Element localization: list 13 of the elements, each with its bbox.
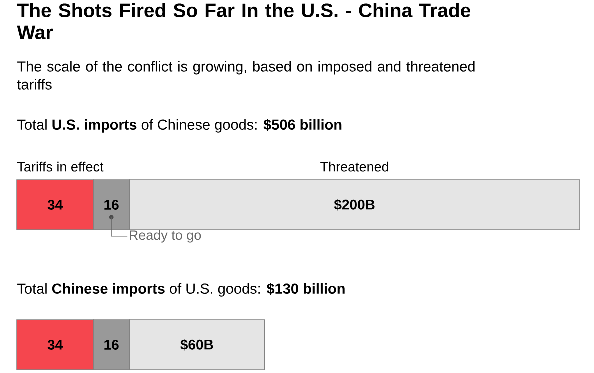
chart-subtitle: The scale of the conflict is growing, based on imposed and threatened tariffs (17, 61, 475, 90)
data-label: 34 (48, 200, 63, 210)
text: Ready to go (130, 230, 202, 243)
data-label: $60B (180, 339, 214, 351)
chart-title: The Shots Fired So Far In the U.S. - China Trade War (17, 3, 471, 40)
x-axis-title: Total Chinese imports of U.S. goods: $130 billion (18, 283, 345, 297)
text: Threatened (320, 162, 388, 172)
x-axis-title: Total U.S. imports of Chinese goods: $506 billion (18, 119, 342, 133)
data-label: 34 (48, 340, 63, 350)
data-label: 16 (104, 340, 119, 350)
data-label: 16 (104, 200, 119, 210)
text: Tariffs in effect (18, 162, 104, 172)
data-label: $200B (334, 199, 375, 211)
